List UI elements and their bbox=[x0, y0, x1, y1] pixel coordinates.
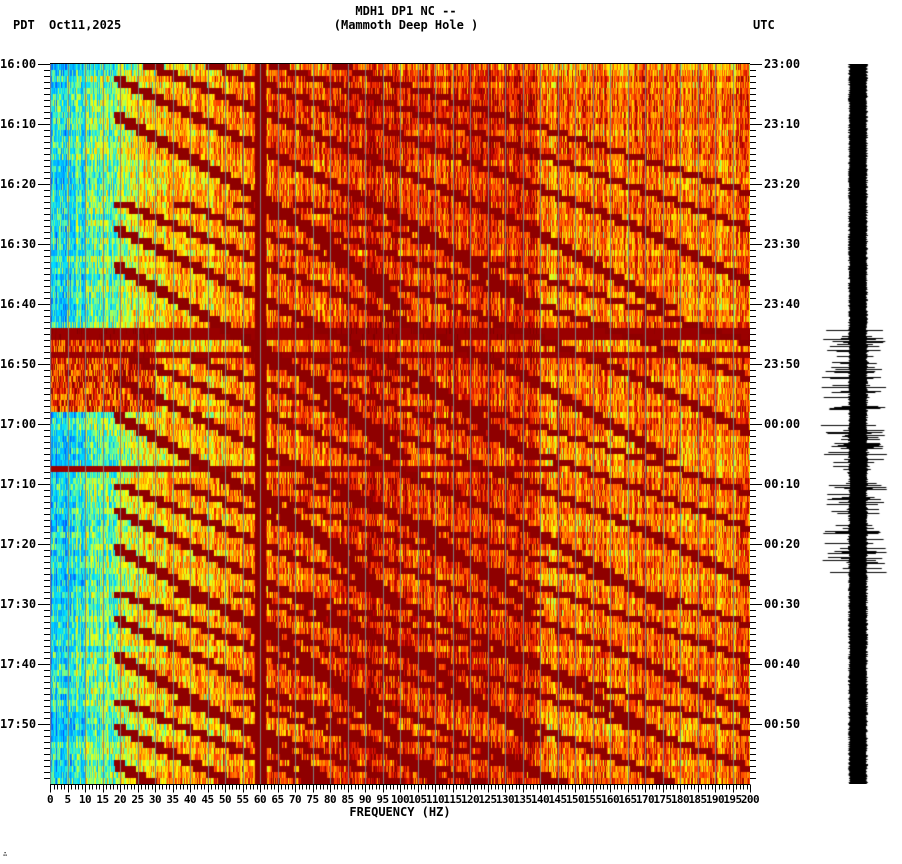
frequency-tick: 30 bbox=[148, 793, 162, 806]
frequency-tick: 25 bbox=[131, 793, 144, 806]
frequency-tick: 160 bbox=[600, 793, 620, 806]
frequency-tick: 40 bbox=[183, 793, 197, 806]
right-time-tick: 00:40 bbox=[764, 657, 801, 671]
frequency-tick: 110 bbox=[425, 793, 445, 806]
right-time-tick: 23:50 bbox=[764, 357, 801, 371]
frequency-tick: 200 bbox=[740, 793, 760, 806]
frequency-tick: 90 bbox=[358, 793, 372, 806]
right-time-tick: 00:00 bbox=[764, 417, 801, 431]
frequency-tick: 100 bbox=[390, 793, 410, 806]
frequency-tick: 85 bbox=[341, 793, 354, 806]
left-time-tick: 16:50 bbox=[0, 357, 37, 371]
frequency-tick: 165 bbox=[618, 793, 637, 806]
date-label: Oct11,2025 bbox=[49, 18, 122, 32]
left-time-tick: 16:30 bbox=[0, 237, 37, 251]
left-time-tick: 17:00 bbox=[0, 417, 37, 431]
right-time-tick: 23:40 bbox=[764, 297, 801, 311]
right-timezone-label: UTC bbox=[753, 18, 775, 32]
footer-mark: ∴ bbox=[3, 850, 8, 858]
frequency-tick: 115 bbox=[443, 793, 462, 806]
x-axis-label: FREQUENCY (HZ) bbox=[349, 805, 451, 819]
right-time-tick: 00:30 bbox=[764, 597, 801, 611]
frequency-tick: 50 bbox=[218, 793, 232, 806]
frequency-tick: 10 bbox=[78, 793, 92, 806]
right-time-tick: 00:10 bbox=[764, 477, 801, 491]
frequency-tick: 0 bbox=[46, 793, 54, 806]
frequency-tick: 195 bbox=[723, 793, 742, 806]
frequency-tick: 175 bbox=[653, 793, 672, 806]
left-time-tick: 17:10 bbox=[0, 477, 37, 491]
frequency-tick: 140 bbox=[530, 793, 550, 806]
frequency-tick: 60 bbox=[253, 793, 267, 806]
frequency-tick: 130 bbox=[495, 793, 515, 806]
frequency-tick: 135 bbox=[513, 793, 532, 806]
left-time-tick: 16:10 bbox=[0, 117, 37, 131]
frequency-tick: 150 bbox=[565, 793, 585, 806]
left-time-tick: 17:30 bbox=[0, 597, 37, 611]
frequency-tick: 190 bbox=[705, 793, 725, 806]
right-time-tick: 23:00 bbox=[764, 57, 801, 71]
left-time-tick: 16:20 bbox=[0, 177, 37, 191]
frequency-tick: 65 bbox=[271, 793, 284, 806]
frequency-tick: 20 bbox=[113, 793, 127, 806]
frequency-tick: 15 bbox=[96, 793, 109, 806]
right-time-tick: 23:20 bbox=[764, 177, 801, 191]
left-time-tick: 17:40 bbox=[0, 657, 37, 671]
left-time-tick: 17:20 bbox=[0, 537, 37, 551]
frequency-tick: 55 bbox=[236, 793, 249, 806]
right-time-tick: 23:10 bbox=[764, 117, 801, 131]
chart-title-station: MDH1 DP1 NC -- bbox=[355, 4, 457, 18]
frequency-tick: 70 bbox=[288, 793, 302, 806]
right-time-tick: 00:50 bbox=[764, 717, 801, 731]
chart-title-site: (Mammoth Deep Hole ) bbox=[333, 18, 479, 32]
frequency-tick: 95 bbox=[376, 793, 389, 806]
frequency-tick: 170 bbox=[635, 793, 655, 806]
left-timezone-label: PDT bbox=[13, 18, 35, 32]
frequency-tick: 155 bbox=[583, 793, 602, 806]
frequency-tick: 5 bbox=[64, 793, 71, 806]
right-time-tick: 00:20 bbox=[764, 537, 801, 551]
left-time-tick: 16:40 bbox=[0, 297, 37, 311]
frequency-tick: 80 bbox=[323, 793, 337, 806]
left-time-tick: 16:00 bbox=[0, 57, 37, 71]
frequency-tick: 35 bbox=[166, 793, 179, 806]
left-time-tick: 17:50 bbox=[0, 717, 37, 731]
spectrogram-image bbox=[50, 64, 750, 784]
frequency-tick: 105 bbox=[408, 793, 427, 806]
frequency-tick: 120 bbox=[460, 793, 480, 806]
frequency-tick: 180 bbox=[670, 793, 690, 806]
frequency-tick: 145 bbox=[548, 793, 567, 806]
right-time-tick: 23:30 bbox=[764, 237, 801, 251]
frequency-tick: 75 bbox=[306, 793, 319, 806]
frequency-tick: 185 bbox=[688, 793, 707, 806]
frequency-tick: 125 bbox=[478, 793, 497, 806]
seismogram-trace bbox=[820, 64, 890, 784]
frequency-tick: 45 bbox=[201, 793, 214, 806]
